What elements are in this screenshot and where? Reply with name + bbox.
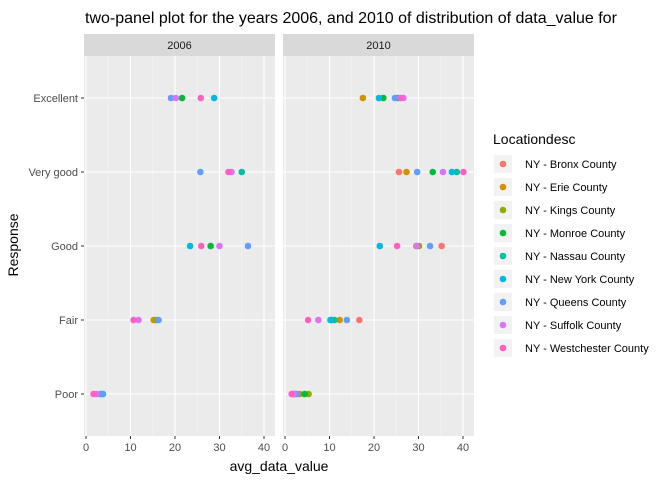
strip-label-2006: 2006: [167, 40, 191, 52]
data-point: [395, 168, 403, 176]
data-point: [413, 168, 421, 176]
legend-swatch: [499, 160, 507, 168]
y-tick-label: Excellent: [33, 93, 78, 105]
data-point: [130, 316, 137, 324]
data-point: [439, 168, 447, 176]
data-point: [460, 168, 467, 176]
data-point: [167, 94, 175, 102]
y-tick-label: Poor: [55, 389, 79, 401]
data-point: [438, 242, 445, 250]
panel-background-2010: [283, 34, 474, 436]
data-point: [301, 390, 308, 398]
legend-swatch: [499, 298, 507, 306]
legend-label: NY - Bronx County: [525, 159, 617, 171]
data-point: [397, 94, 405, 102]
data-point: [448, 168, 456, 176]
data-point: [413, 242, 421, 250]
legend-label: NY - Nassau County: [525, 251, 626, 263]
legend-box: [489, 152, 664, 357]
legend-swatch: [499, 183, 507, 191]
data-point: [210, 94, 218, 102]
y-tick-label: Good: [51, 241, 78, 253]
data-point: [304, 316, 312, 324]
legend-swatch: [499, 229, 507, 237]
x-tick-label: 20: [169, 442, 181, 454]
data-point: [359, 94, 367, 102]
legend-title: Locationdesc: [493, 131, 576, 147]
x-tick-label: 40: [258, 442, 270, 454]
data-point: [376, 242, 384, 250]
data-point: [391, 94, 399, 102]
strip-label-2010: 2010: [366, 40, 390, 52]
legend-label: NY - Erie County: [525, 182, 608, 194]
data-point: [327, 316, 334, 324]
legend-label: NY - Suffolk County: [525, 320, 622, 332]
x-tick-label: 10: [124, 442, 136, 454]
legend-label: NY - Queens County: [525, 297, 627, 309]
legend-label: NY - Monroe County: [525, 228, 626, 240]
data-point: [403, 168, 410, 176]
legend-swatch: [499, 321, 507, 329]
legend-swatch: [499, 206, 507, 214]
data-point: [375, 94, 383, 102]
data-point: [216, 242, 223, 250]
legend-swatch: [499, 275, 507, 283]
x-tick-label: 10: [323, 442, 335, 454]
strip-header-2010: [283, 34, 474, 56]
y-tick-label: Fair: [59, 315, 78, 327]
panel-background-2006: [84, 34, 275, 436]
data-point: [453, 168, 461, 176]
data-point: [429, 168, 437, 176]
data-point: [288, 390, 295, 398]
data-point: [90, 390, 97, 398]
data-point: [238, 168, 246, 176]
x-tick-label: 0: [282, 442, 288, 454]
data-point: [315, 316, 322, 324]
data-point: [426, 242, 434, 250]
data-point: [225, 168, 232, 176]
data-point: [172, 94, 180, 102]
strip-header-2006: [84, 34, 275, 56]
data-point: [135, 316, 142, 324]
legend-swatch: [499, 344, 507, 352]
grid-lines: [84, 56, 474, 436]
data-point: [155, 316, 162, 324]
y-axis-title: Response: [5, 213, 21, 276]
data-point: [197, 94, 205, 102]
data-point: [343, 316, 351, 324]
x-tick-label: 20: [368, 442, 380, 454]
data-point: [244, 242, 252, 250]
legend-swatch: [499, 252, 507, 260]
data-point: [197, 242, 205, 250]
data-point: [98, 390, 106, 398]
legend-label: NY - New York County: [525, 274, 635, 286]
x-tick-label: 30: [213, 442, 225, 454]
data-point: [393, 242, 401, 250]
data-point: [336, 316, 344, 324]
data-point: [207, 242, 214, 250]
legend-label: NY - Westchester County: [525, 343, 649, 355]
x-tick-label: 0: [83, 442, 89, 454]
x-axis-title: avg_data_value: [230, 458, 329, 474]
x-axis: 0 10 20 30 40 0 10 20 30 40: [83, 436, 469, 454]
y-tick-label: Very good: [28, 167, 78, 179]
data-point: [178, 94, 186, 102]
data-point: [356, 316, 363, 324]
data-point: [197, 168, 204, 176]
x-tick-label: 30: [412, 442, 424, 454]
data-point: [186, 242, 194, 250]
y-axis: Poor Fair Good Very good Excellent: [28, 93, 84, 401]
x-tick-label: 40: [457, 442, 469, 454]
legend-label: NY - Kings County: [525, 205, 616, 217]
data-points: [90, 94, 467, 398]
legend: NY - Bronx County NY - Erie County NY - Ki…: [494, 155, 649, 357]
chart-title: two-panel plot for the years 2006, and 2…: [85, 10, 618, 27]
